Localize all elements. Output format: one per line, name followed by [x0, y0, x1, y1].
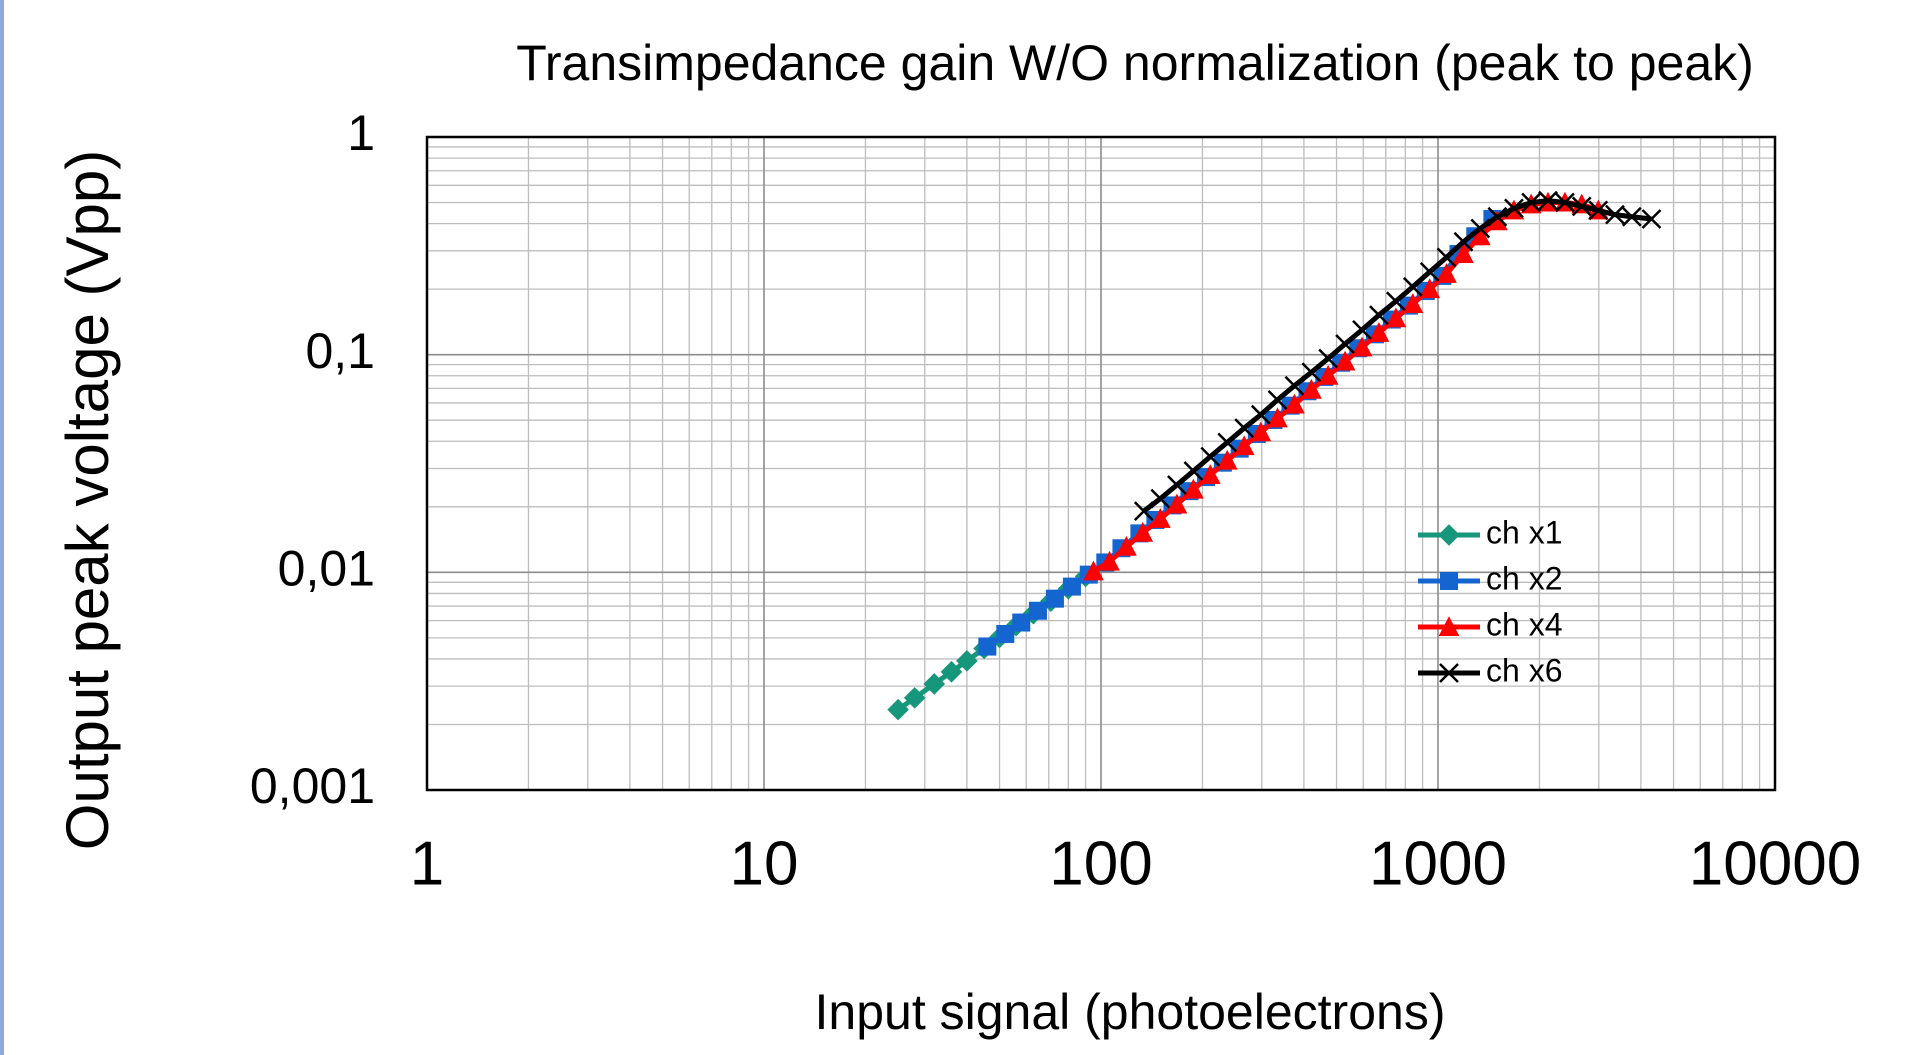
marker — [996, 624, 1015, 643]
x-tick-label: 1000 — [1369, 829, 1507, 898]
marker — [1166, 493, 1188, 514]
marker — [1250, 421, 1272, 442]
marker — [1150, 488, 1171, 509]
x-tick-label: 10 — [730, 829, 799, 898]
legend-label: ch x2 — [1486, 560, 1562, 596]
marker — [1521, 192, 1542, 213]
series — [1133, 190, 1662, 522]
y-axis-label: Output peak voltage (Vpp) — [54, 150, 121, 850]
marker — [1167, 475, 1187, 495]
marker — [1621, 206, 1642, 227]
marker — [1641, 209, 1662, 229]
marker — [923, 673, 946, 695]
marker — [1099, 550, 1120, 571]
legend-marker — [1438, 616, 1460, 636]
y-tick-label: 0,01 — [278, 541, 375, 597]
marker — [1132, 521, 1154, 542]
marker — [1436, 247, 1457, 268]
legend-marker — [1438, 524, 1460, 546]
marker — [1083, 560, 1104, 581]
marker — [1216, 449, 1238, 470]
legend-label: ch x4 — [1486, 606, 1562, 642]
marker — [1183, 461, 1204, 481]
marker — [978, 637, 997, 656]
marker — [1588, 200, 1609, 221]
x-tick-label: 100 — [1049, 829, 1152, 898]
y-tick-label: 1 — [347, 105, 375, 161]
chart-title: Transimpedance gain W/O normalization (p… — [516, 35, 1754, 91]
marker — [1250, 404, 1271, 425]
marker — [956, 650, 978, 672]
y-tick-label: 0,1 — [305, 323, 375, 379]
marker — [1183, 478, 1204, 499]
marker — [1217, 432, 1238, 453]
marker — [1555, 192, 1575, 213]
marker — [1284, 393, 1305, 414]
marker — [1419, 262, 1440, 282]
marker — [1504, 198, 1524, 219]
marker — [1605, 204, 1625, 225]
legend-label: ch x6 — [1486, 652, 1562, 688]
series — [1083, 191, 1609, 581]
marker — [1200, 446, 1221, 467]
marker — [1233, 435, 1255, 456]
marker — [1486, 210, 1508, 231]
marker — [1571, 196, 1592, 217]
plot-frame — [425, 135, 1777, 792]
marker — [1402, 276, 1423, 297]
marker — [1317, 364, 1339, 385]
marker — [1368, 322, 1390, 342]
marker — [1062, 577, 1081, 596]
marker — [1267, 389, 1288, 410]
marker — [1116, 536, 1137, 556]
marker — [1149, 508, 1171, 528]
marker — [1199, 464, 1221, 485]
legend-marker — [1440, 572, 1458, 590]
marker — [1402, 293, 1424, 313]
marker — [1334, 350, 1356, 371]
marker — [1335, 334, 1355, 354]
marker — [1453, 243, 1474, 264]
y-tick-label: 0,001 — [250, 758, 375, 814]
marker — [1012, 613, 1031, 632]
marker — [1436, 263, 1457, 283]
marker — [1538, 190, 1558, 211]
marker — [1386, 291, 1406, 312]
marker — [1469, 225, 1491, 246]
marker — [1301, 378, 1322, 399]
marker — [1045, 589, 1064, 608]
marker — [1385, 307, 1407, 328]
marker — [940, 661, 963, 683]
marker — [1284, 375, 1305, 396]
marker — [1234, 418, 1255, 438]
marker — [903, 687, 926, 709]
marker — [1369, 305, 1389, 325]
marker — [1352, 319, 1372, 340]
marker — [1487, 206, 1508, 227]
marker — [1301, 362, 1322, 383]
marker — [1351, 336, 1373, 357]
marker — [1453, 231, 1474, 252]
marker — [1470, 218, 1491, 239]
marker — [887, 698, 909, 721]
legend-label: ch x1 — [1486, 514, 1562, 550]
window-edge — [0, 0, 4, 1055]
marker — [1028, 601, 1047, 620]
x-axis-label: Input signal (photoelectrons) — [815, 984, 1446, 1040]
marker — [1133, 501, 1154, 522]
x-tick-label: 1 — [410, 829, 444, 898]
marker — [1267, 407, 1288, 428]
marker — [1318, 348, 1339, 369]
marker — [1419, 278, 1441, 299]
x-tick-label: 10000 — [1689, 829, 1861, 898]
legend-marker — [1439, 663, 1459, 683]
